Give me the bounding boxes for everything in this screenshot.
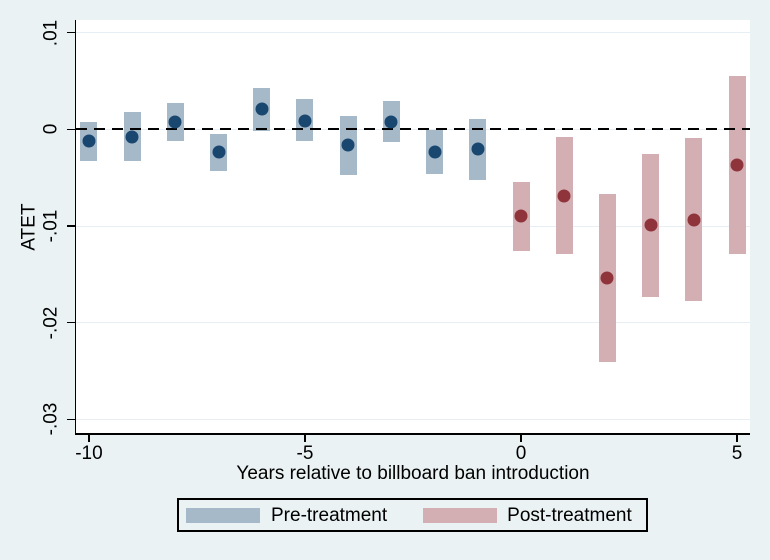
y-tick-label: -.01: [40, 209, 62, 243]
y-tick-label: .01: [40, 19, 62, 46]
y-tick-label: -.02: [40, 306, 62, 340]
point-marker-x2: [600, 271, 614, 285]
zero-reference-line: [76, 128, 750, 131]
y-axis-title: ATET: [18, 202, 40, 251]
y-tick: [67, 418, 75, 421]
point-marker-x5: [730, 158, 744, 172]
y-axis-line: [74, 20, 76, 433]
point-marker-x-6: [255, 102, 269, 116]
y-tick: [67, 31, 75, 34]
y-tick: [67, 128, 75, 131]
legend-label-pre-treatment: Pre-treatment: [271, 504, 388, 526]
y-gridline: [76, 322, 750, 324]
x-tick-label: 5: [731, 443, 743, 464]
x-tick: [736, 434, 738, 442]
x-tick-label: -10: [75, 443, 103, 464]
point-marker-x-8: [168, 115, 182, 129]
y-gridline: [76, 418, 750, 420]
point-marker-x-5: [298, 114, 312, 128]
legend-swatch-pre-treatment: [186, 507, 260, 523]
point-marker-x-4: [341, 138, 355, 152]
y-tick-label: 0: [40, 123, 62, 135]
legend-swatch-post-treatment: [423, 507, 498, 523]
y-gridline: [76, 32, 750, 34]
y-tick: [67, 321, 75, 324]
x-tick: [304, 434, 306, 442]
y-tick: [67, 225, 75, 227]
x-tick: [88, 434, 90, 442]
x-axis-line: [74, 433, 750, 435]
point-marker-x1: [557, 189, 571, 203]
point-marker-x3: [644, 218, 658, 232]
point-marker-x-3: [384, 115, 398, 129]
point-marker-x-9: [125, 130, 139, 144]
point-marker-x-10: [82, 134, 96, 148]
x-axis-title: Years relative to billboard ban introduc…: [236, 463, 590, 484]
point-marker-x4: [687, 213, 701, 227]
point-marker-x-2: [428, 145, 442, 159]
legend: Pre-treatment Post-treatment: [177, 498, 648, 532]
legend-label-post-treatment: Post-treatment: [507, 504, 632, 526]
point-marker-x0: [514, 209, 528, 223]
y-gridline: [76, 225, 750, 227]
x-tick-label: -5: [296, 443, 314, 464]
point-marker-x-7: [212, 145, 226, 159]
x-tick: [520, 434, 522, 442]
point-marker-x-1: [471, 142, 485, 156]
x-tick-label: 0: [515, 443, 527, 464]
y-tick-label: -.03: [40, 403, 62, 436]
